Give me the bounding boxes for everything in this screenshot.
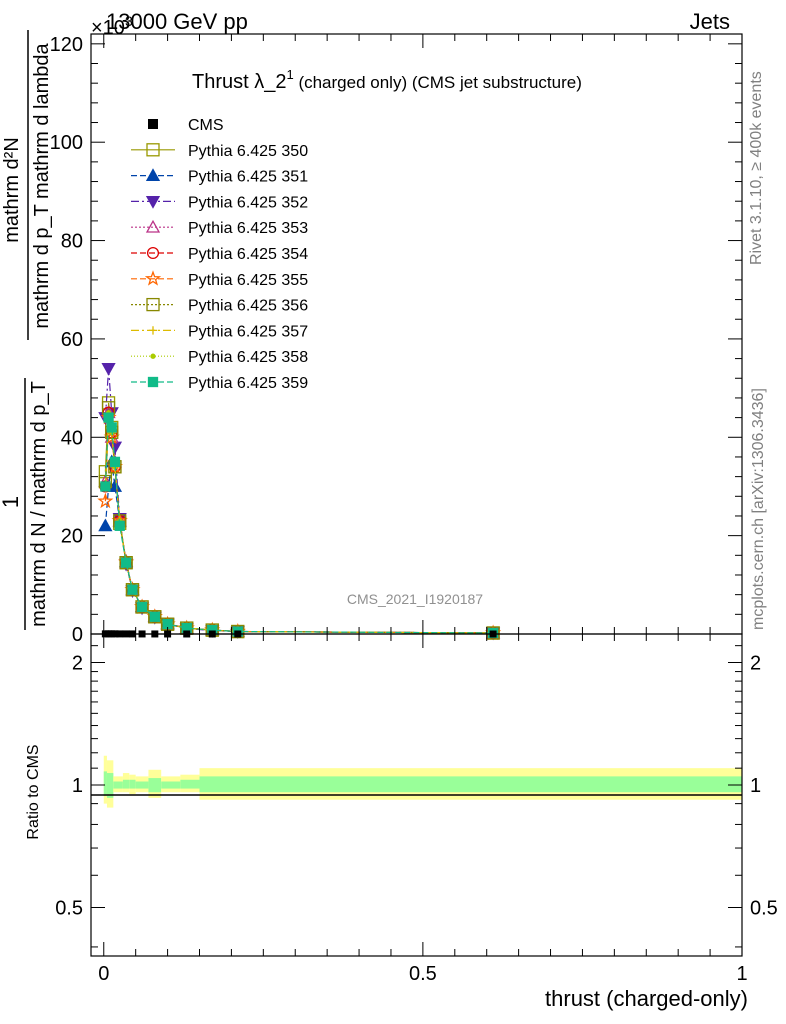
series-line	[104, 461, 494, 634]
data-point	[146, 246, 160, 260]
legend-label: Pythia 6.425 359	[188, 375, 308, 392]
legend-entry: CMS	[148, 117, 224, 134]
legend-label: Pythia 6.425 353	[188, 220, 308, 237]
ratio-tick-label: 0.5	[55, 897, 83, 919]
series-10	[100, 412, 499, 639]
data-point	[127, 584, 138, 595]
data-point	[148, 610, 162, 624]
data-point	[100, 481, 111, 492]
data-point	[148, 326, 158, 335]
legend: CMS Pythia 6.425 350 Pythia 6.425 351 Pythi…	[131, 117, 308, 392]
legend-entry: Pythia 6.425 354	[131, 246, 308, 263]
data-point	[150, 353, 156, 359]
plot-title: Thrust λ_21 (charged only) (CMS jet subs…	[192, 67, 582, 93]
data-point	[109, 456, 121, 468]
legend-label: Pythia 6.425 351	[188, 169, 308, 186]
data-point	[149, 611, 160, 622]
legend-label: Pythia 6.425 357	[188, 323, 308, 340]
legend-label: Pythia 6.425 355	[188, 272, 308, 289]
legend-entry: Pythia 6.425 351	[131, 168, 308, 186]
data-point	[107, 441, 123, 455]
data-point	[145, 219, 161, 233]
legend-entry: Pythia 6.425 358	[131, 349, 308, 366]
legend-label: Pythia 6.425 358	[188, 349, 308, 366]
ratio-band-inner	[129, 779, 136, 789]
series-line	[104, 412, 494, 634]
watermark: CMS_2021_I1920187	[347, 591, 483, 607]
x-tick-label: 0	[98, 963, 109, 985]
data-point	[101, 362, 116, 376]
ratio-band-inner	[148, 778, 162, 793]
ratio-band-inner	[180, 779, 200, 789]
y-tick-label: 0	[72, 624, 83, 646]
ratio-tick-label: 1	[72, 775, 83, 797]
ratio-plot-panel: 0.5 0.5 1 1 2 2 0 0.5 1	[55, 633, 778, 985]
legend-entry: Pythia 6.425 352	[131, 194, 308, 211]
data-point	[114, 520, 125, 531]
x-tick-label: 1	[736, 963, 747, 985]
data-point	[135, 600, 149, 614]
ratio-tick-label: 2	[72, 653, 83, 675]
ratio-band-inner	[135, 781, 149, 789]
data-point	[106, 422, 117, 433]
y-tick-label: 20	[61, 526, 83, 548]
y-scale-exponent: ×103	[91, 13, 133, 39]
data-point	[145, 195, 161, 209]
y-tick-label: 60	[61, 329, 83, 351]
y-label-prefix-num: 1	[0, 496, 23, 508]
data-point	[98, 518, 113, 532]
legend-swatch	[148, 119, 158, 129]
y-label-numerator: mathrm d²N	[1, 137, 23, 243]
y-tick-label: 80	[61, 231, 83, 253]
rivet-label: Rivet 3.1.10, ≥ 400k events	[748, 71, 765, 265]
data-point	[146, 143, 160, 157]
legend-label: Pythia 6.425 352	[188, 194, 308, 211]
main-plot-panel: 0 20 40 60 80 100 120 CMS_2021_I1920187 Thrust…	[50, 33, 743, 646]
ratio-band-inner	[122, 779, 130, 789]
data-point	[147, 376, 159, 388]
data-point	[125, 583, 140, 597]
y-label-prefix-den: mathrm d N / mathrm d p_T	[28, 381, 50, 627]
data-point	[144, 270, 162, 286]
y-tick-label: 120	[50, 34, 83, 56]
legend-label: CMS	[188, 117, 224, 134]
x-axis-label: thrust (charged-only)	[545, 986, 748, 1011]
ratio-y-axis-label: Ratio to CMS	[25, 744, 42, 839]
data-point	[119, 556, 133, 570]
legend-entry: Pythia 6.425 355	[131, 270, 308, 289]
ratio-band-inner	[113, 781, 123, 789]
legend-entry: Pythia 6.425 357	[131, 323, 308, 340]
ratio-tick-label-right: 1	[750, 775, 761, 797]
ratio-band-inner	[161, 781, 181, 789]
legend-entry: Pythia 6.425 350	[131, 143, 308, 160]
y-tick-label: 40	[61, 427, 83, 449]
header-energy: 13000 GeV pp	[106, 9, 248, 34]
ratio-band-inner	[103, 771, 107, 796]
legend-label: Pythia 6.425 350	[188, 143, 308, 160]
x-tick-label: 0.5	[409, 963, 437, 985]
data-point	[120, 557, 132, 568]
ratio-band-inner	[106, 773, 114, 798]
ratio-tick-label-right: 2	[750, 653, 761, 675]
legend-label: Pythia 6.425 356	[188, 298, 308, 315]
data-point	[145, 168, 161, 182]
ratio-tick-label-right: 0.5	[750, 897, 778, 919]
ratio-band-inner	[199, 776, 742, 793]
legend-entry: Pythia 6.425 353	[131, 219, 308, 237]
legend-label: Pythia 6.425 354	[188, 246, 308, 263]
y-axis-label: 1 mathrm d N / mathrm d p_T mathrm d²N m…	[0, 30, 53, 630]
y-tick-label: 100	[50, 132, 83, 154]
data-point	[136, 601, 148, 613]
legend-entry: Pythia 6.425 359	[131, 375, 308, 392]
ratio-plot-frame	[90, 633, 743, 957]
header-process: Jets	[690, 9, 730, 34]
data-point	[146, 297, 160, 312]
data-point	[97, 492, 114, 509]
y-label-denominator: mathrm d p_T mathrm d lambda	[31, 42, 53, 328]
legend-entry: Pythia 6.425 356	[131, 298, 308, 315]
data-point	[103, 412, 114, 423]
mcplots-label: mcplots.cern.ch [arXiv:1306.3436]	[750, 388, 767, 630]
